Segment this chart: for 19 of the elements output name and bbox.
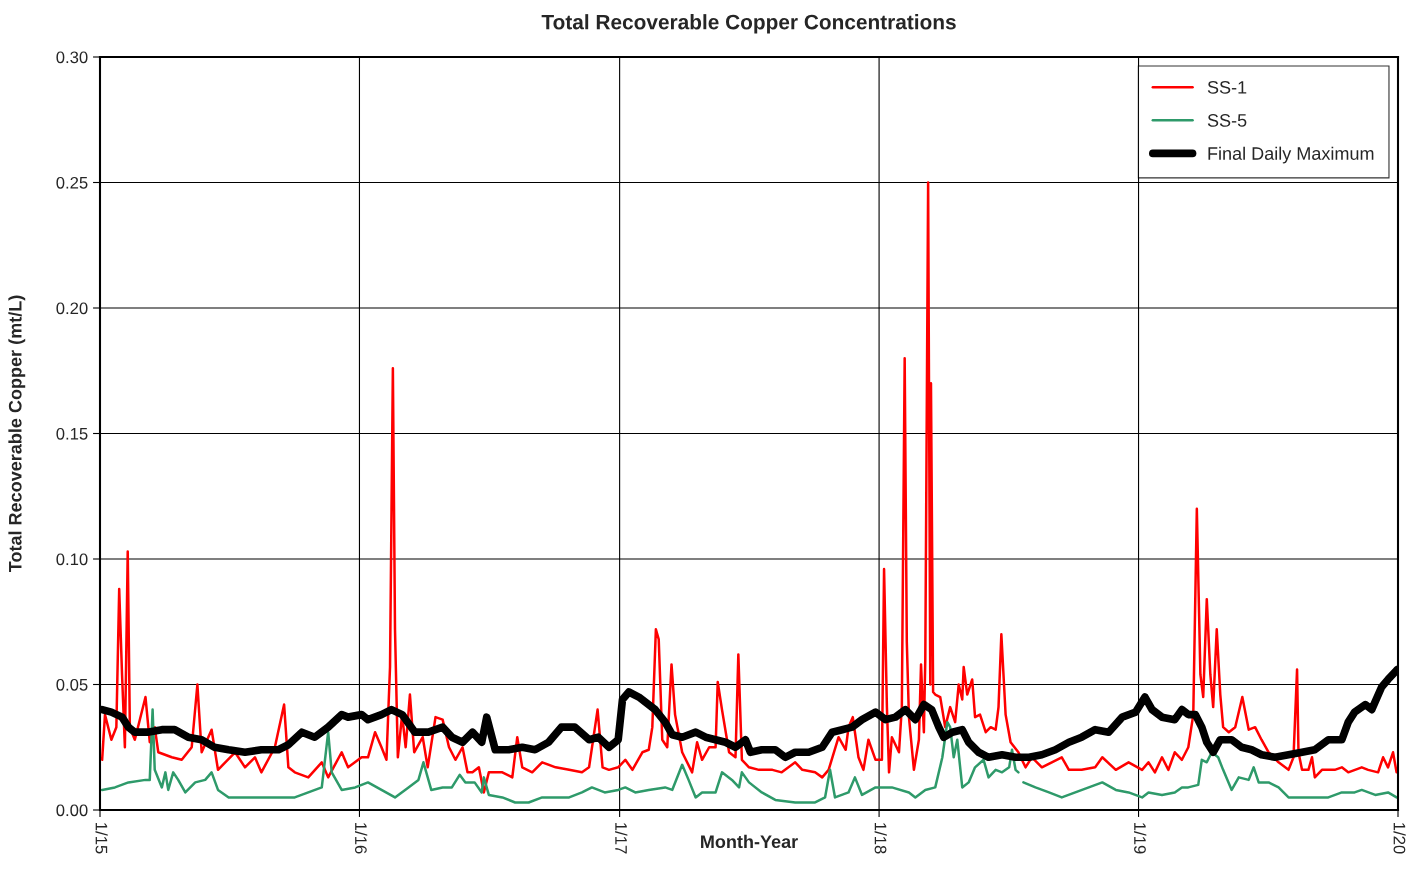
x-tick-label: 1/15 bbox=[95, 823, 108, 854]
x-axis-title: Month-Year bbox=[701, 834, 798, 849]
x-tick-label: 1/16 bbox=[354, 823, 368, 854]
y-tick-label: 0.10 bbox=[56, 553, 88, 566]
legend-label: SS-5 bbox=[1207, 114, 1247, 127]
y-tick-label: 0.00 bbox=[56, 804, 88, 817]
legend-label: SS-1 bbox=[1207, 80, 1247, 94]
x-tick-label: 1/19 bbox=[1134, 823, 1147, 854]
x-tick-label: 1/18 bbox=[874, 823, 887, 854]
x-tick-label: 1/17 bbox=[615, 823, 628, 854]
legend-label: Final Daily Maximum bbox=[1208, 146, 1374, 164]
y-axis-title: Total Recoverable Copper (mt/L) bbox=[8, 295, 26, 573]
y-tick-label: 0.15 bbox=[56, 427, 88, 440]
y-tick-label: 0.30 bbox=[56, 51, 88, 64]
y-tick-label: 0.05 bbox=[56, 678, 88, 691]
chart-title: Total Recoverable Copper Concentrations bbox=[541, 14, 956, 34]
y-tick-label: 0.25 bbox=[56, 176, 88, 189]
x-tick-label: 1/20 bbox=[1393, 823, 1406, 854]
y-tick-label: 0.20 bbox=[56, 302, 88, 315]
